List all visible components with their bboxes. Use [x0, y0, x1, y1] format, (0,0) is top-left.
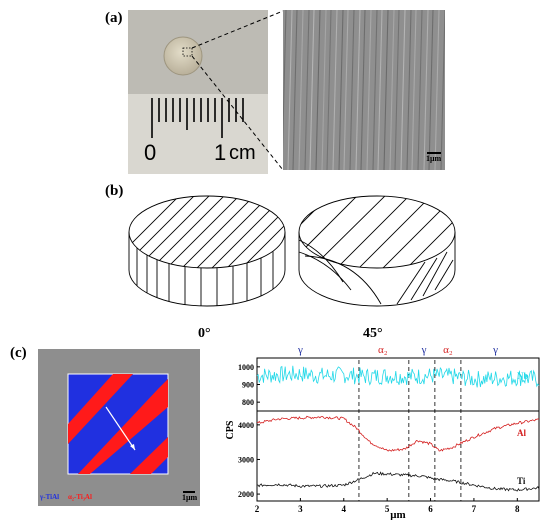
- ruler-label-0: 0: [144, 140, 157, 165]
- series-line-ti: [256, 471, 540, 492]
- series-label-nb: Nb: [517, 371, 529, 381]
- orientation-label-0: 0°: [198, 326, 211, 341]
- chart-series: [256, 365, 540, 492]
- upper-y-tick-label-2: 800: [242, 398, 254, 407]
- sem-scale-bar-line: [427, 152, 441, 154]
- lower-y-tick-label-0: 4000: [238, 421, 254, 430]
- sem-texture: [283, 10, 445, 170]
- panel-a-label: (a): [105, 10, 123, 26]
- phase-map: [67, 373, 169, 475]
- map-scale-bar-line: [183, 491, 195, 493]
- phase-label-2: γ: [421, 344, 427, 356]
- upper-y-tick-label-0: 1000: [238, 363, 254, 372]
- sample-photo-drawing: [128, 10, 268, 174]
- x-tick-label-0: 2: [255, 504, 260, 514]
- phase-label-0: γ: [297, 344, 303, 356]
- y-axis-label: CPS: [225, 420, 236, 439]
- phase-labels: γ α₂ γ α₂ γ: [297, 344, 498, 356]
- phase-label-4: γ: [492, 344, 498, 356]
- panel-b-label: (b): [105, 183, 124, 199]
- upper-y-tick-label-1: 900: [242, 381, 254, 390]
- x-tick-label-4: 6: [428, 504, 433, 514]
- x-tick-label-6: 8: [515, 504, 520, 514]
- series-line-al: [256, 415, 540, 452]
- sem-scale-bar-label: 1μm: [426, 154, 442, 163]
- x-tick-label-1: 3: [298, 504, 303, 514]
- phase-map-frame: [38, 349, 200, 506]
- phase-label-3: α₂: [443, 344, 453, 356]
- series-line-nb: [256, 365, 540, 388]
- series-label-ti: Ti: [517, 476, 526, 486]
- ruler-label-1: 1: [214, 140, 227, 165]
- orientation-label-45: 45°: [363, 326, 383, 341]
- disk-schematics: [128, 195, 456, 307]
- y-ticks: 1000 900 800 4000 3000 2000: [238, 363, 260, 499]
- sample-photo: [128, 10, 268, 174]
- panel-c-label: (c): [10, 345, 27, 361]
- line-scan-chart: 2 3 4 5 6 7 8 1000 900 800 4000 3000 2000 γ α₂ γ α₂ γ C…: [225, 344, 540, 520]
- x-ticks: 2 3 4 5 6 7 8: [255, 498, 520, 514]
- phase-label-1: α₂: [378, 344, 388, 356]
- lower-y-tick-label-1: 3000: [238, 455, 254, 464]
- zoom-lines: [191, 10, 284, 171]
- x-tick-label-3: 5: [385, 504, 390, 514]
- series-label-al: Al: [517, 428, 526, 438]
- x-axis-label: μm: [390, 509, 405, 520]
- x-tick-label-5: 7: [472, 504, 477, 514]
- chart-plot-frame: [256, 357, 540, 502]
- disk-45deg: [298, 195, 456, 307]
- legend-alpha2: α₂-Ti₃Al: [68, 493, 92, 501]
- disk-0deg: [128, 195, 286, 307]
- x-tick-label-2: 4: [342, 504, 347, 514]
- legend-gamma: γ-TiAl: [40, 493, 60, 501]
- map-scale-bar-label: 1μm: [182, 493, 198, 502]
- sem-micrograph: [283, 10, 445, 170]
- lower-y-tick-label-2: 2000: [238, 490, 254, 499]
- ruler-label-cm: cm: [229, 142, 256, 164]
